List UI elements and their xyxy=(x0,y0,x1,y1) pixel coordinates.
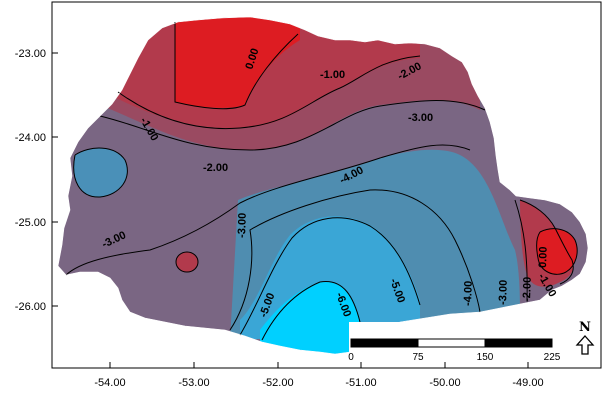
x-tick-label: -50.00 xyxy=(429,377,460,389)
scale-bar-label: 75 xyxy=(412,352,424,363)
contour-small-high xyxy=(176,252,198,272)
contour-line-minus-1 xyxy=(117,55,421,130)
contour-west-low xyxy=(73,148,128,198)
scale-bar-label: 225 xyxy=(544,352,561,363)
contour-label: -3.00 xyxy=(497,280,510,305)
contour-east-high xyxy=(536,228,578,275)
contour-line-minus-2-east xyxy=(514,199,528,301)
contour-line-minus-3 xyxy=(65,144,471,276)
contour-label: -2.00 xyxy=(203,162,228,174)
contour-line-minus-5 xyxy=(239,217,421,336)
contour-label: -3.00 xyxy=(408,112,433,124)
x-tick-label: -51.00 xyxy=(345,377,376,389)
scale-bar-label: 150 xyxy=(477,352,494,363)
x-tick-label: -54.00 xyxy=(94,377,125,389)
contour-label: -1.00 xyxy=(320,69,345,81)
contour-label: -4.00 xyxy=(462,281,475,306)
contour-label: -2.00 xyxy=(521,277,534,302)
scale-bar-segment xyxy=(484,338,553,348)
contour-label: -3.00 xyxy=(236,213,249,238)
contour-band-high xyxy=(175,17,300,108)
contour-line-minus-4 xyxy=(229,189,481,331)
contour-fill xyxy=(58,17,588,354)
scale-bar: 0 75 150 225 xyxy=(348,322,561,363)
contour-line-0-east xyxy=(536,228,578,275)
north-letter: N xyxy=(579,320,591,335)
y-tick-label: -23.00 xyxy=(15,48,46,60)
north-arrow: N xyxy=(575,320,595,355)
contour-lines xyxy=(65,22,578,341)
scale-bar-label: 0 xyxy=(348,352,354,363)
contour-label-group: 0.00 -1.00 -2.00 -1.00 -3.00 -2.00 -4.00… xyxy=(100,47,558,319)
y-tick-label: -26.00 xyxy=(15,301,46,313)
contour-line-minus-6 xyxy=(261,281,361,341)
north-arrow-icon xyxy=(575,335,595,355)
state-outline xyxy=(57,16,589,355)
contour-line-small xyxy=(175,251,199,273)
x-tick-label: -52.00 xyxy=(262,377,293,389)
y-tick-label: -25.00 xyxy=(15,217,46,229)
scale-bar-segment xyxy=(417,338,486,348)
contour-line-0 xyxy=(174,22,299,110)
contour-line-minus-1-east xyxy=(519,199,574,285)
y-tick-label: -24.00 xyxy=(15,132,46,144)
x-tick-label: -49.00 xyxy=(512,377,543,389)
contour-line-minus-3-west xyxy=(73,147,128,198)
contour-label: 0.00 xyxy=(537,246,550,268)
scale-bar-segment xyxy=(350,338,419,348)
contour-line-minus-2 xyxy=(99,100,486,151)
x-tick-label: -53.00 xyxy=(178,377,209,389)
y-axis: -23.00 -24.00 -25.00 -26.00 xyxy=(15,48,58,313)
x-axis: -54.00 -53.00 -52.00 -51.00 -50.00 -49.0… xyxy=(94,362,544,389)
contour-band-minus-6 xyxy=(260,281,360,354)
scale-bar-background xyxy=(349,322,553,354)
